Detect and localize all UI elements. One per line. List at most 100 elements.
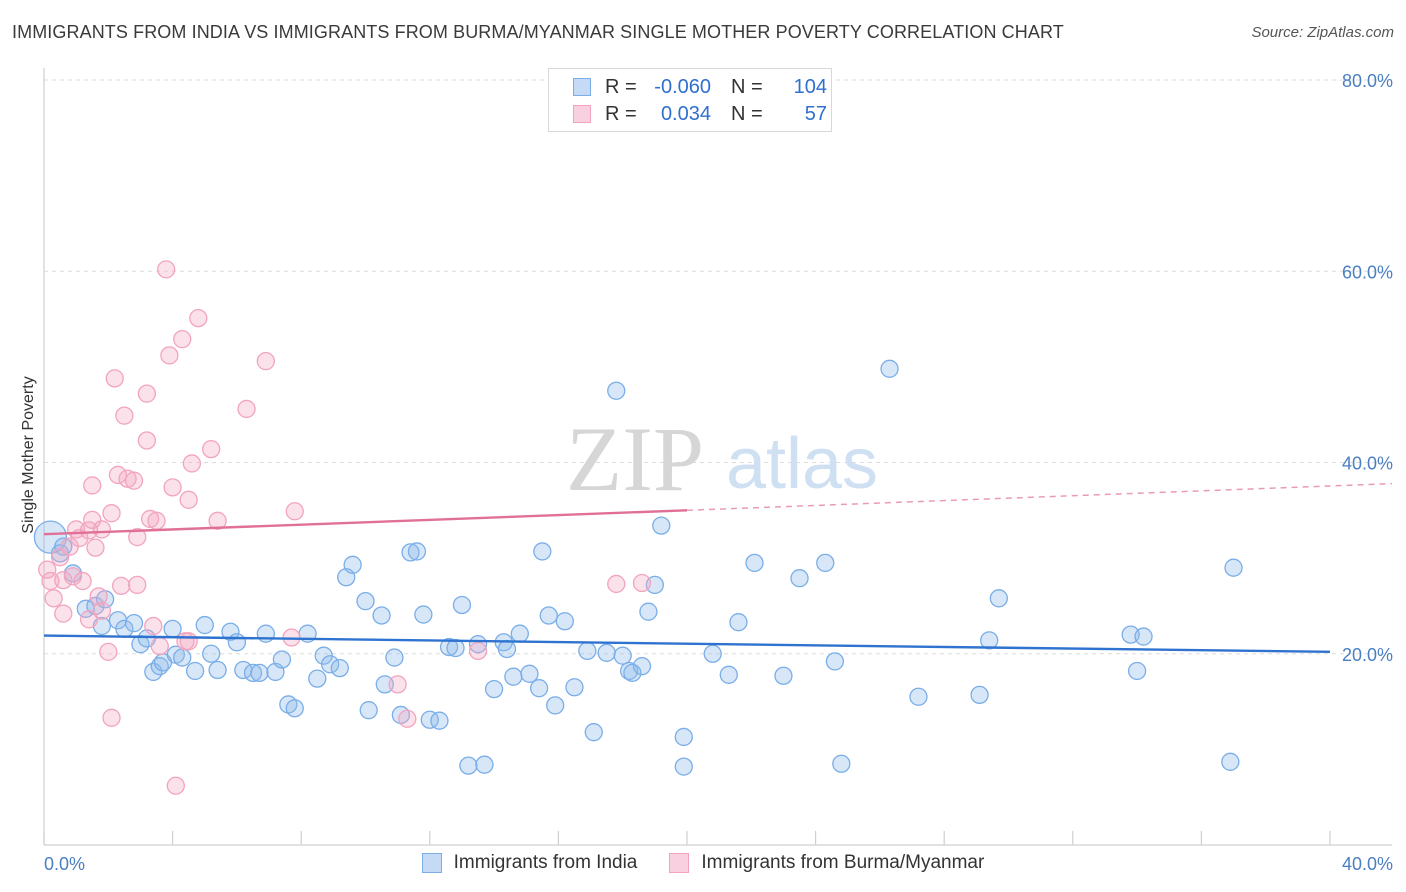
india-point [497, 639, 517, 659]
india-point [414, 605, 433, 624]
correlation-legend: R = -0.060 N = 104 R = 0.034 N = 57 [548, 68, 832, 132]
x-tick-labels: 0.0% 40.0% [44, 854, 1393, 874]
burma-point [124, 471, 144, 490]
watermark-zip: ZIP [566, 408, 704, 510]
india-point [375, 675, 394, 694]
india-point [227, 633, 247, 652]
y-axis-label: Single Mother Poverty [20, 376, 37, 533]
india-point [320, 655, 340, 674]
india-point [529, 679, 549, 698]
burma-trend-line [43, 509, 688, 536]
india-point [439, 637, 459, 657]
india-point [816, 553, 835, 573]
burma-point [182, 454, 202, 473]
legend-label-burma: Immigrants from Burma/Myanmar [701, 852, 985, 873]
y-tick-label: 20.0% [1342, 645, 1393, 665]
burma-point [63, 567, 83, 586]
india-point [539, 606, 558, 625]
india-point [272, 650, 292, 669]
burma-point [92, 520, 112, 539]
india-point [243, 663, 263, 683]
india-point [980, 631, 999, 650]
india-point [832, 754, 851, 773]
india-point [185, 661, 205, 681]
legend-label-india: Immigrants from India [453, 852, 638, 873]
legend-n-label: N = [731, 75, 763, 98]
india-point [208, 660, 227, 680]
india-point [124, 614, 144, 633]
legend-r-label: R = [605, 75, 637, 98]
burma-point [607, 574, 626, 594]
legend-n-value: 104 [793, 75, 827, 98]
india-point [459, 756, 478, 775]
legend-n-value: 57 [804, 102, 827, 125]
burma-point [237, 399, 256, 419]
india-point [308, 669, 327, 688]
y-tick-label: 40.0% [1342, 454, 1393, 474]
series-legend: Immigrants from India Immigrants from Bu… [0, 852, 1406, 874]
india-point [774, 666, 793, 685]
india-point [546, 696, 565, 715]
india-point [533, 542, 552, 561]
y-tick-labels: 20.0% 40.0% 60.0% 80.0% [1342, 71, 1393, 665]
burma-point [163, 478, 182, 497]
india-point [729, 613, 748, 632]
india-point [195, 615, 214, 635]
burma-point [173, 329, 192, 349]
burma-point [398, 709, 417, 728]
legend-swatch-burma [669, 853, 690, 873]
india-point [446, 638, 465, 658]
burma-point [150, 636, 169, 656]
india-point [825, 652, 845, 671]
burma-point [102, 504, 121, 523]
india-point [639, 602, 658, 621]
burma-point [147, 511, 166, 530]
legend-r-value: 0.034 [660, 102, 711, 125]
india-point [510, 624, 529, 643]
india-point [343, 555, 362, 574]
burma-point [83, 476, 102, 495]
chart-title: IMMIGRANTS FROM INDIA VS IMMIGRANTS FROM… [12, 22, 1064, 42]
burma-point [54, 604, 73, 623]
india-point [584, 723, 603, 742]
burma-point [92, 601, 112, 620]
burma-point [468, 641, 488, 661]
burma-point [44, 589, 63, 608]
legend-row-burma: R = 0.034 N = 57 [573, 102, 827, 126]
india-point [674, 757, 693, 776]
burma-point [79, 521, 99, 540]
india-point [221, 622, 240, 641]
burma-point [102, 708, 121, 727]
india-point [623, 663, 642, 683]
india-point [385, 648, 404, 667]
india-point [790, 569, 809, 588]
india-point [745, 553, 764, 573]
burma-point [54, 570, 73, 590]
burma-point [179, 632, 198, 651]
legend-row-india: R = -0.060 N = 104 [573, 75, 827, 99]
india-point [484, 679, 504, 699]
india-point [1127, 661, 1147, 681]
india-point [407, 542, 427, 561]
legend-item-india: Immigrants from India [421, 852, 638, 874]
india-point [632, 657, 652, 676]
legend-r-label: R = [605, 102, 637, 125]
india-point [163, 619, 182, 639]
burma-trend-extension [686, 482, 1393, 512]
y-tick-label: 60.0% [1342, 262, 1393, 282]
india-point [555, 612, 574, 631]
legend-r-value: -0.060 [654, 75, 711, 98]
burma-point [38, 560, 57, 579]
burma-point [86, 538, 105, 557]
india-point [250, 663, 269, 683]
india-point [880, 359, 899, 378]
burma-point [115, 406, 134, 425]
india-point [330, 658, 349, 678]
burma-point [388, 675, 407, 694]
watermark: ZIP atlas [566, 408, 878, 510]
burma-point [285, 502, 304, 521]
legend-swatch-india [573, 78, 591, 96]
india-point [504, 667, 523, 686]
x-tick-label: 40.0% [1342, 854, 1393, 874]
india-point [452, 595, 472, 615]
